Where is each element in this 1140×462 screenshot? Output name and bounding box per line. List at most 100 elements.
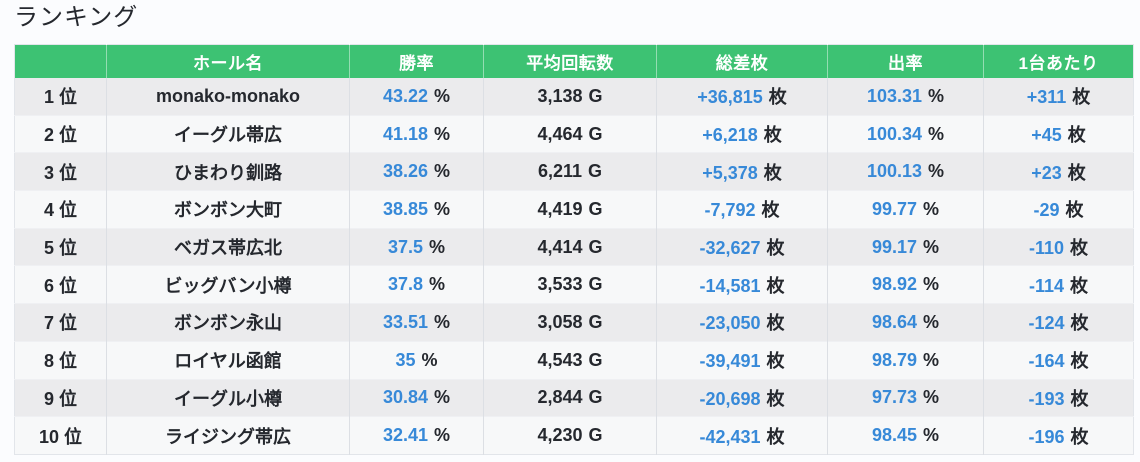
total_diff-value: +36,815 bbox=[697, 87, 763, 108]
cell-hall: ひまわり釧路 bbox=[106, 152, 350, 191]
cell-per_machine: +45 枚 bbox=[983, 114, 1134, 153]
avg_spins-value: 3,058 bbox=[537, 311, 583, 332]
per_machine-unit-label: 枚 bbox=[1070, 238, 1089, 259]
total_diff-value: -7,792 bbox=[704, 200, 756, 221]
avg_spins-value: 2,844 bbox=[537, 387, 583, 408]
table-row: 8 位ロイヤル函館 35% 4,543 G -39,491 枚 98.79% -164 枚 bbox=[14, 340, 1134, 379]
cell-win_rate: 33.51% bbox=[349, 303, 484, 342]
column-header-total_diff: 総差枚 bbox=[656, 44, 828, 78]
cell-total_diff: -14,581 枚 bbox=[656, 265, 828, 304]
per_machine-value: -193 bbox=[1028, 388, 1065, 409]
cell-total_diff: -20,698 枚 bbox=[656, 378, 828, 417]
cell-total_diff: +36,815 枚 bbox=[656, 78, 828, 116]
total_diff-unit-label: 枚 bbox=[766, 351, 785, 372]
win_rate-value: 37.8 bbox=[387, 274, 424, 295]
table-row: 6 位ビッグバン小樽 37.8% 3,533 G -14,581 枚 98.92% -114 枚 bbox=[14, 265, 1134, 304]
cell-payout_rate: 98.79% bbox=[827, 340, 984, 379]
avg_spins-unit-label: G bbox=[588, 311, 603, 332]
cell-total_diff: +5,378 枚 bbox=[656, 152, 828, 191]
per_machine-unit-label: 枚 bbox=[1070, 313, 1089, 334]
column-header-payout_rate: 出率 bbox=[827, 44, 984, 78]
hall-value: monako-monako bbox=[155, 85, 301, 106]
payout_rate-value: 103.31 bbox=[866, 85, 923, 106]
total_diff-unit-label: 枚 bbox=[763, 125, 782, 146]
payout_rate-unit-label: % bbox=[923, 198, 940, 219]
win_rate-value: 30.84 bbox=[382, 387, 429, 408]
cell-win_rate: 37.8% bbox=[349, 265, 484, 304]
payout_rate-unit-label: % bbox=[923, 387, 940, 408]
win_rate-value: 38.85 bbox=[382, 198, 429, 219]
per_machine-unit-label: 枚 bbox=[1067, 125, 1086, 146]
payout_rate-value: 98.79 bbox=[871, 349, 918, 370]
cell-avg_spins: 6,211 G bbox=[483, 152, 657, 191]
avg_spins-unit-label: G bbox=[588, 198, 603, 219]
avg_spins-unit-label: G bbox=[588, 425, 603, 446]
column-header-win_rate: 勝率 bbox=[349, 44, 484, 78]
cell-per_machine: +311 枚 bbox=[983, 78, 1134, 116]
rank-value: 2 位 bbox=[43, 125, 77, 146]
cell-rank: 6 位 bbox=[14, 265, 107, 304]
cell-payout_rate: 100.13% bbox=[827, 152, 984, 191]
per_machine-value: -124 bbox=[1028, 313, 1065, 334]
cell-total_diff: -23,050 枚 bbox=[656, 303, 828, 342]
payout_rate-unit-label: % bbox=[928, 161, 945, 182]
payout_rate-unit-label: % bbox=[923, 311, 940, 332]
cell-payout_rate: 99.77% bbox=[827, 190, 984, 229]
cell-rank: 10 位 bbox=[14, 416, 107, 455]
cell-payout_rate: 99.17% bbox=[827, 227, 984, 266]
per_machine-unit-label: 枚 bbox=[1065, 200, 1084, 221]
per_machine-unit-label: 枚 bbox=[1070, 388, 1089, 409]
cell-hall: ライジング帯広 bbox=[106, 416, 350, 455]
rank-value: 10 位 bbox=[38, 426, 83, 447]
win_rate-unit-label: % bbox=[434, 387, 451, 408]
per_machine-value: -196 bbox=[1028, 426, 1065, 447]
cell-avg_spins: 4,464 G bbox=[483, 114, 657, 153]
cell-rank: 3 位 bbox=[14, 152, 107, 191]
cell-avg_spins: 4,419 G bbox=[483, 190, 657, 229]
ranking-table-head: ホール名 勝率 平均回転数 総差枚 出率 1台あたり bbox=[14, 44, 1134, 78]
cell-win_rate: 38.26% bbox=[349, 152, 484, 191]
cell-hall: ビッグバン小樽 bbox=[106, 265, 350, 304]
win_rate-unit-label: % bbox=[429, 274, 446, 295]
avg_spins-value: 6,211 bbox=[537, 161, 583, 182]
payout_rate-unit-label: % bbox=[923, 425, 940, 446]
ranking-table: ホール名 勝率 平均回転数 総差枚 出率 1台あたり 1 位 monako-monako 43… bbox=[14, 44, 1134, 455]
cell-payout_rate: 98.92% bbox=[827, 265, 984, 304]
win_rate-unit-label: % bbox=[434, 85, 451, 106]
hall-value: ボンボン大町 bbox=[174, 200, 282, 221]
table-row: 7 位ボンボン永山 33.51% 3,058 G -23,050 枚 98.64% -124 枚 bbox=[14, 303, 1134, 342]
total_diff-unit-label: 枚 bbox=[761, 200, 780, 221]
hall-value: ボンボン永山 bbox=[174, 313, 282, 334]
cell-avg_spins: 3,138 G bbox=[483, 78, 657, 116]
avg_spins-value: 4,230 bbox=[537, 425, 583, 446]
cell-avg_spins: 4,543 G bbox=[483, 340, 657, 379]
header-row: ホール名 勝率 平均回転数 総差枚 出率 1台あたり bbox=[14, 44, 1134, 78]
cell-win_rate: 43.22% bbox=[349, 78, 484, 116]
cell-payout_rate: 98.45% bbox=[827, 416, 984, 455]
per_machine-value: +45 bbox=[1031, 125, 1062, 146]
rank-value: 9 位 bbox=[43, 388, 77, 409]
payout_rate-value: 98.45 bbox=[871, 425, 918, 446]
cell-total_diff: -32,627 枚 bbox=[656, 227, 828, 266]
per_machine-unit-label: 枚 bbox=[1070, 275, 1089, 296]
win_rate-value: 38.26 bbox=[382, 161, 429, 182]
cell-per_machine: +23 枚 bbox=[983, 152, 1134, 191]
cell-payout_rate: 100.34% bbox=[827, 114, 984, 153]
table-row: 9 位イーグル小樽 30.84% 2,844 G -20,698 枚 97.73% -193 枚 bbox=[14, 378, 1134, 417]
cell-total_diff: -7,792 枚 bbox=[656, 190, 828, 229]
cell-per_machine: -164 枚 bbox=[983, 340, 1134, 379]
cell-avg_spins: 4,414 G bbox=[483, 227, 657, 266]
avg_spins-value: 4,543 bbox=[537, 349, 583, 370]
per_machine-value: -114 bbox=[1028, 275, 1065, 296]
per_machine-value: -110 bbox=[1028, 238, 1065, 259]
cell-rank: 1 位 bbox=[15, 78, 107, 115]
per_machine-value: +311 bbox=[1026, 87, 1067, 108]
rank-value: 1 位 bbox=[43, 87, 77, 108]
avg_spins-value: 4,414 bbox=[537, 236, 583, 257]
table-row: 4 位ボンボン大町 38.85% 4,419 G -7,792 枚 99.77% -29 枚 bbox=[14, 190, 1134, 229]
page-title: ランキング bbox=[14, 4, 139, 31]
win_rate-value: 37.5 bbox=[387, 236, 424, 257]
table-row: 3 位ひまわり釧路 38.26% 6,211 G +5,378 枚 100.13% +23 枚 bbox=[14, 152, 1134, 191]
cell-rank: 8 位 bbox=[14, 340, 107, 379]
payout_rate-value: 98.64 bbox=[871, 311, 918, 332]
